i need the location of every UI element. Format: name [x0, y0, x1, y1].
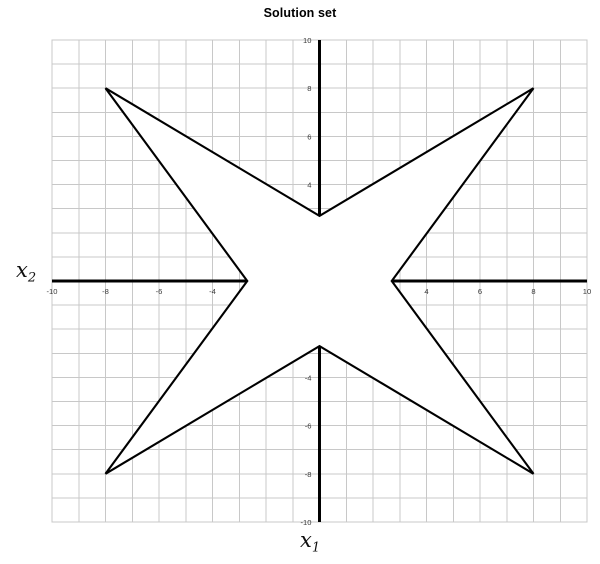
y-tick-label: -4: [305, 373, 312, 382]
y-tick-label: -10: [301, 518, 312, 527]
x-axis-label-subscript: 1: [311, 540, 321, 556]
x-tick-label: 8: [531, 287, 535, 296]
x-tick-label: -10: [47, 287, 58, 296]
y-axis-label: x2: [16, 258, 36, 286]
x-tick-label: -6: [156, 287, 163, 296]
x-tick-label: -4: [209, 287, 216, 296]
x-axis-label-base: x: [300, 528, 312, 552]
tick-labels: -10 -8 -6 -4 4 6 8 10 10 8 6 4 -4 -6 -8 -10: [47, 36, 592, 527]
x-tick-label: -8: [102, 287, 109, 296]
y-tick-label: 8: [307, 84, 311, 93]
y-axis-label-subscript: 2: [27, 270, 37, 286]
x-tick-label: 4: [424, 287, 428, 296]
y-tick-label: 10: [303, 36, 311, 45]
chart-title: Solution set: [263, 6, 337, 20]
x-tick-label: 10: [583, 287, 591, 296]
y-tick-label: -8: [305, 470, 312, 479]
y-axis-label-base: x: [16, 258, 28, 282]
x-axis-label: x1: [300, 528, 320, 556]
solution-set-polygon: [104, 87, 535, 475]
y-tick-label: -6: [305, 422, 312, 431]
y-tick-label: 6: [307, 132, 311, 141]
y-tick-label: 4: [307, 181, 311, 190]
x-tick-label: 6: [478, 287, 482, 296]
